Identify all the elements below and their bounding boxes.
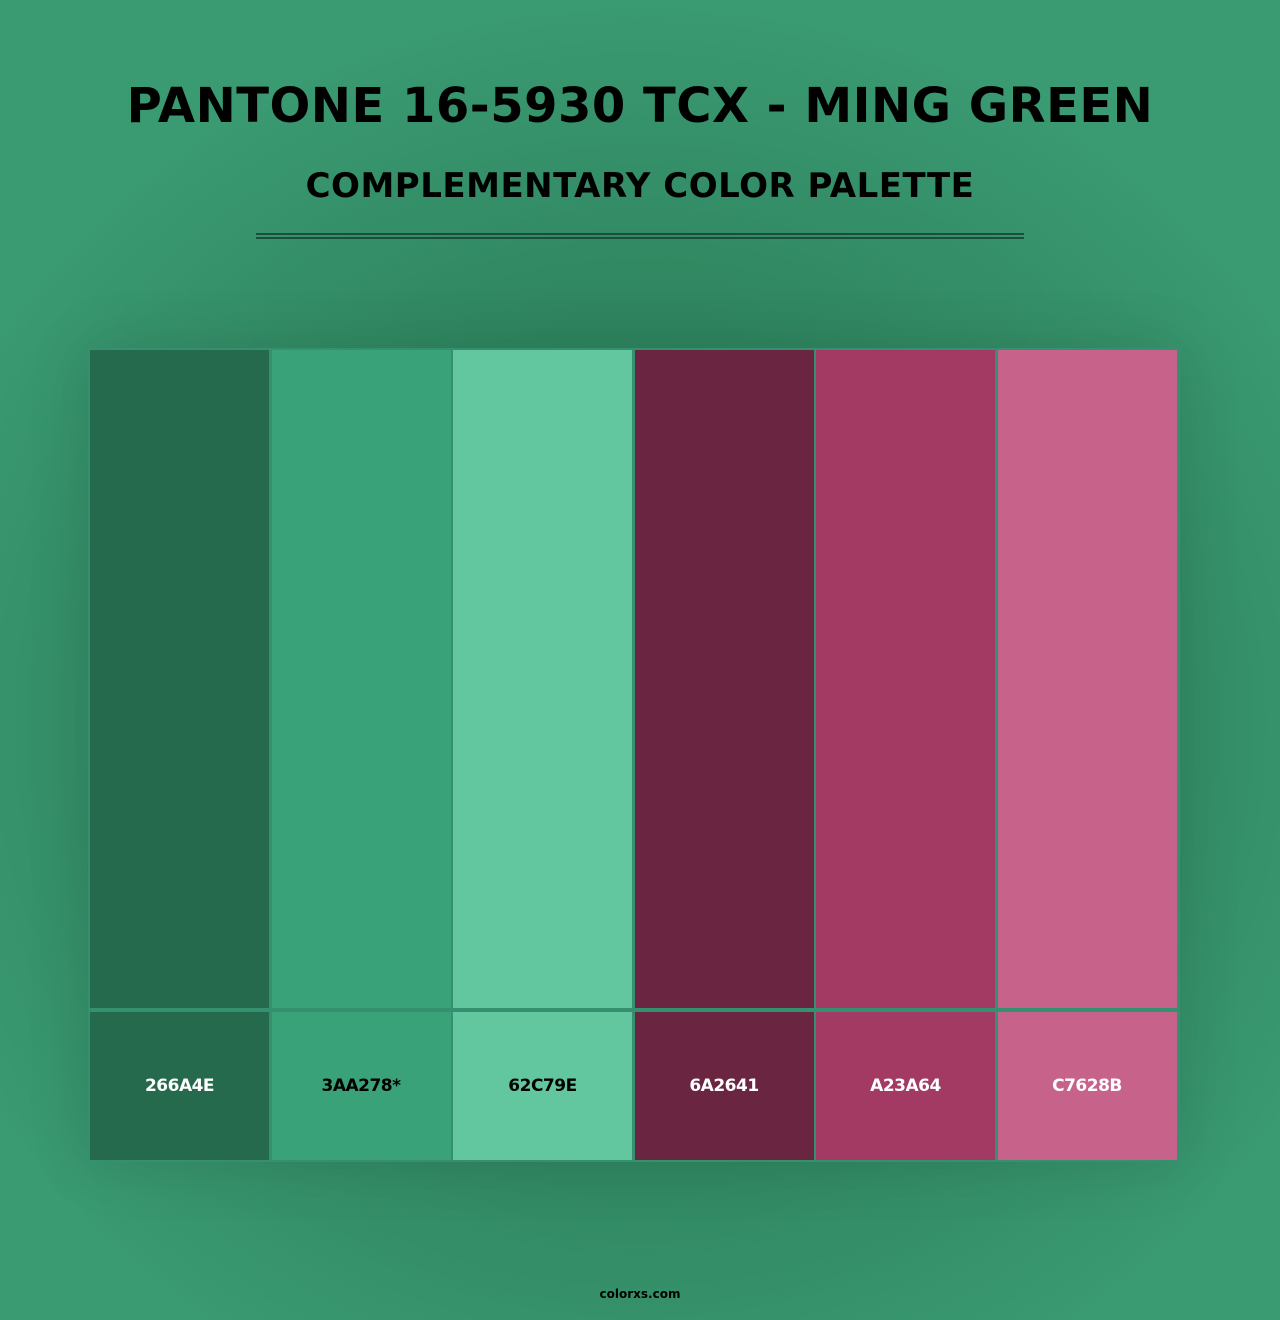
color-swatch[interactable] xyxy=(816,350,995,1008)
site-credit[interactable]: colorxs.com xyxy=(599,1287,681,1301)
color-swatch[interactable] xyxy=(271,350,451,1008)
hex-code-label[interactable]: 266A4E xyxy=(90,1012,269,1160)
color-swatch[interactable] xyxy=(997,350,1177,1008)
page-title: PANTONE 16-5930 TCX - MING GREEN xyxy=(126,78,1154,134)
hex-code-label[interactable]: 62C79E xyxy=(453,1012,632,1160)
color-swatch[interactable] xyxy=(453,350,632,1008)
color-palette: 266A4E 3AA278* 62C79E 6A2641 A23A64 C7628B xyxy=(88,348,1180,1162)
divider-line xyxy=(256,233,1024,235)
hex-code-label[interactable]: 6A2641 xyxy=(634,1012,814,1160)
hex-code-label[interactable]: A23A64 xyxy=(816,1012,995,1160)
divider-line xyxy=(256,237,1024,239)
page-subtitle: COMPLEMENTARY COLOR PALETTE xyxy=(305,166,975,206)
hex-code-label[interactable]: C7628B xyxy=(997,1012,1177,1160)
color-swatch[interactable] xyxy=(90,350,269,1008)
hex-code-label[interactable]: 3AA278* xyxy=(271,1012,451,1160)
color-swatch[interactable] xyxy=(634,350,814,1008)
